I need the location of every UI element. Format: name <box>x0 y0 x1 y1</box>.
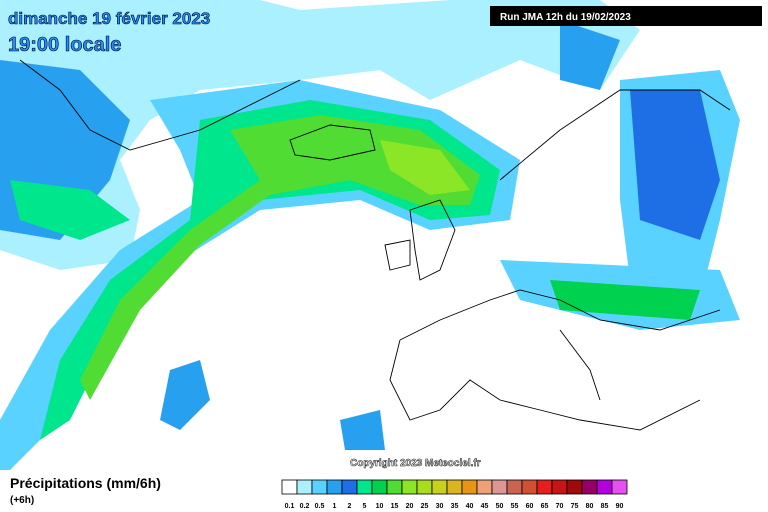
legend-label: 50 <box>496 503 504 510</box>
legend-label: 65 <box>541 503 549 510</box>
legend-swatch <box>446 479 463 495</box>
legend-label: 0.2 <box>300 503 310 510</box>
legend-swatch <box>506 479 523 495</box>
legend-swatch <box>476 479 493 495</box>
legend-subtitle: (+6h) <box>10 495 34 506</box>
legend-swatch <box>356 479 373 495</box>
legend-swatch <box>566 479 583 495</box>
legend-swatch <box>311 479 328 495</box>
legend-label: 80 <box>586 503 594 510</box>
copyright: Copyright 2023 Meteociel.fr <box>350 458 481 469</box>
legend-swatch <box>431 479 448 495</box>
legend-swatch <box>536 479 553 495</box>
legend-label: 85 <box>601 503 609 510</box>
legend-swatch <box>401 479 418 495</box>
coastlines <box>19 59 731 431</box>
legend-swatch <box>341 479 358 495</box>
legend-label: 70 <box>556 503 564 510</box>
legend-swatch <box>416 479 433 495</box>
legend-swatch <box>281 479 298 495</box>
date-title: dimanche 19 février 2023 <box>8 9 210 28</box>
legend-swatch <box>611 479 628 495</box>
run-label: Run JMA 12h du 19/02/2023 <box>500 12 631 23</box>
legend-swatch <box>461 479 478 495</box>
legend-swatch <box>296 479 313 495</box>
legend-label: 40 <box>466 503 474 510</box>
precipitation-field <box>0 0 740 470</box>
run-box <box>490 6 762 26</box>
legend-swatch <box>491 479 508 495</box>
legend-swatch <box>386 479 403 495</box>
legend-title: Précipitations (mm/6h) <box>10 475 161 491</box>
legend-label: 20 <box>406 503 414 510</box>
legend-label: 30 <box>436 503 444 510</box>
legend-swatch <box>371 479 388 495</box>
legend-swatch <box>596 479 613 495</box>
legend-label: 1 <box>333 503 337 510</box>
time-title: 19:00 locale <box>8 34 121 56</box>
legend-swatch <box>551 479 568 495</box>
legend-label: 90 <box>616 503 624 510</box>
legend-swatch <box>581 479 598 495</box>
legend-label: 75 <box>571 503 579 510</box>
legend-label: 2 <box>348 503 352 510</box>
legend-label: 0.5 <box>315 503 325 510</box>
legend-label: 5 <box>363 503 367 510</box>
legend-label: 35 <box>451 503 459 510</box>
legend-label: 55 <box>511 503 519 510</box>
legend-swatch <box>521 479 538 495</box>
legend-label: 10 <box>376 503 384 510</box>
legend-label: 25 <box>421 503 429 510</box>
legend-label: 60 <box>526 503 534 510</box>
legend-scale: 0.1 0.2 0.5 1 2 5 10 15 20 25 30 35 40 45 50 55 60 65 70 75… <box>281 479 628 510</box>
legend-label: 45 <box>481 503 489 510</box>
legend-label: 0.1 <box>285 503 295 510</box>
legend-label: 15 <box>391 503 399 510</box>
legend-swatch <box>326 479 343 495</box>
